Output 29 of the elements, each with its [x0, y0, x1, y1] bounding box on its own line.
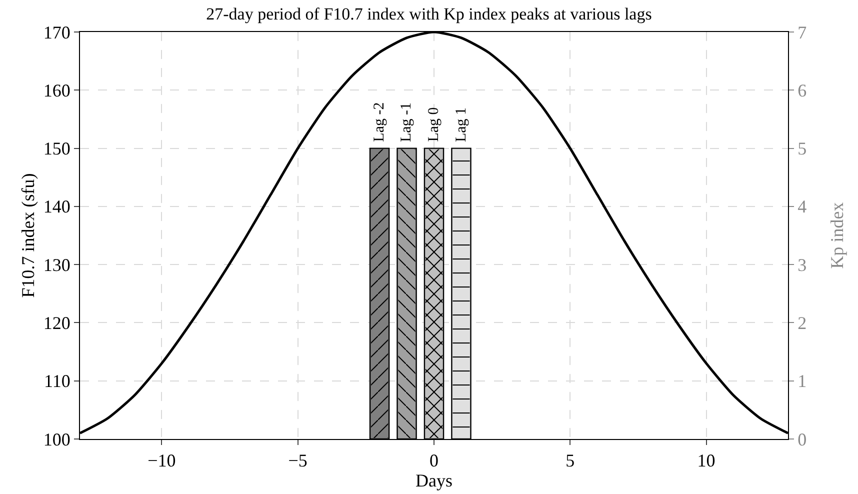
chart-title: 27-day period of F10.7 index with Kp index peaks at various lags: [206, 4, 652, 24]
y2-tick-label: 7: [798, 22, 807, 42]
y2-tick-label: 3: [798, 254, 807, 275]
x-axis-title: Days: [416, 470, 452, 491]
y-tick-label: 130: [43, 254, 70, 275]
y2-tick-label: 4: [798, 196, 807, 217]
y-tick-label: 150: [43, 138, 70, 159]
y2-tick-label: 2: [798, 313, 807, 334]
y-tick-label: 170: [43, 22, 70, 42]
text: Lag 1: [453, 107, 470, 142]
text: Lag 0: [426, 107, 442, 142]
y-tick-label: 110: [44, 371, 70, 392]
y-tick-label: 140: [43, 196, 70, 217]
y-tick-label: 160: [43, 80, 70, 100]
x-tick-label: 0: [430, 450, 438, 471]
y2-tick-label: 6: [798, 80, 807, 100]
y2-tick-label: 5: [798, 138, 807, 159]
y-tick-label: 120: [43, 313, 70, 334]
x-tick-label: −5: [288, 450, 308, 471]
x-tick-label: −10: [148, 450, 176, 471]
y-tick-label: 100: [43, 429, 70, 450]
y-axis-title: F10.7 index (sfu): [18, 173, 38, 298]
text: Lag -2: [371, 102, 388, 142]
y2-tick-label: 1: [798, 371, 807, 392]
text: Lag -1: [398, 102, 414, 142]
x-tick-label: 5: [566, 450, 575, 471]
y2-axis-title: Kp index: [827, 202, 847, 269]
y2-tick-label: 0: [798, 429, 807, 450]
x-tick-label: 10: [697, 450, 716, 471]
